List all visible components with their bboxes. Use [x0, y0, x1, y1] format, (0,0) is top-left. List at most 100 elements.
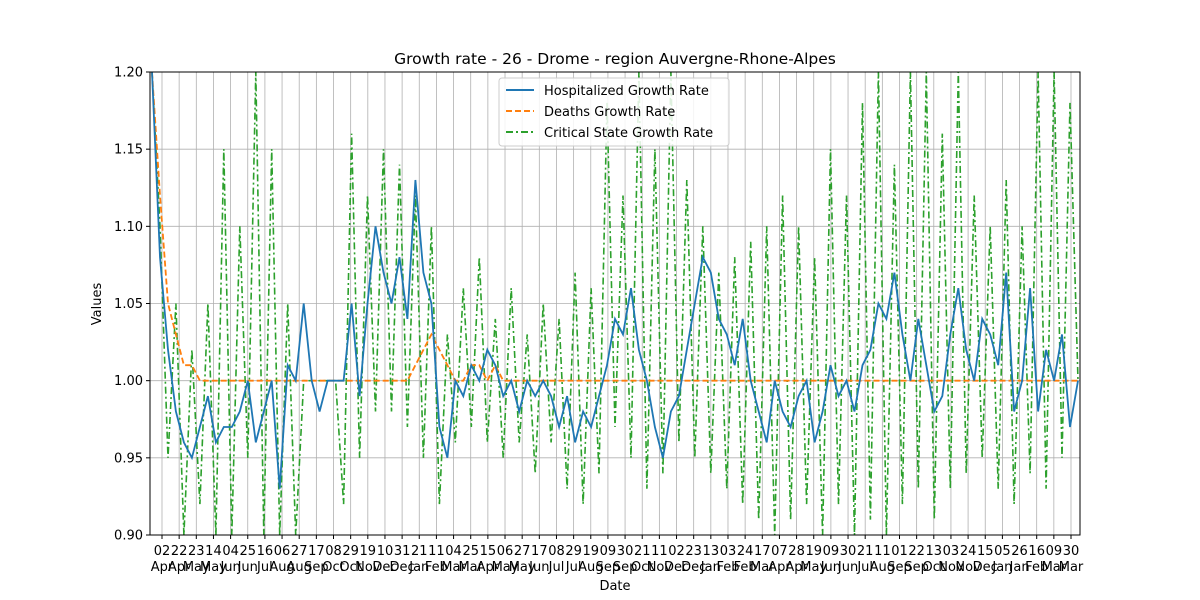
x-tick-month-label: Oct	[631, 560, 653, 575]
legend-label-deaths: Deaths Growth Rate	[544, 105, 675, 120]
x-tick-month-label: Apr	[785, 560, 808, 575]
x-tick-month-label: Jun	[528, 560, 549, 575]
x-tick-month-label: Mar	[458, 560, 483, 575]
x-tick-month-label: Sep	[613, 560, 638, 575]
x-tick-month-label: Apr	[768, 560, 791, 575]
x-tick-month-label: Nov	[355, 560, 381, 575]
x-tick-month-label: Aug	[287, 560, 312, 575]
x-tick-month-label: Jul	[856, 560, 873, 575]
y-tick-label: 1.00	[114, 374, 143, 389]
x-tick-day-label: 28	[788, 544, 805, 559]
x-tick-month-label: Sep	[904, 560, 929, 575]
x-tick-day-label: 21	[634, 544, 651, 559]
x-tick-month-label: Oct	[322, 560, 344, 575]
x-tick-month-label: Nov	[955, 560, 981, 575]
x-tick-month-label: Feb	[734, 560, 757, 575]
critical-state-growth-line	[151, 72, 1079, 535]
x-tick-month-label: Aug	[578, 560, 603, 575]
x-tick-month-label: Aug	[269, 560, 294, 575]
x-tick-month-label: May	[492, 560, 519, 575]
y-axis-title: Values	[90, 283, 105, 326]
x-tick-month-label: Mar	[750, 560, 775, 575]
x-tick-day-label: 29	[342, 544, 359, 559]
legend-label-hospitalized: Hospitalized Growth Rate	[544, 84, 709, 99]
x-tick-month-label: May	[800, 560, 827, 575]
x-tick-month-label: Dec	[664, 560, 689, 575]
x-tick-day-label: 31	[394, 544, 411, 559]
x-tick-day-label: 09	[1046, 544, 1063, 559]
x-tick-month-label: Jan	[991, 560, 1012, 575]
legend-box	[498, 77, 730, 147]
x-tick-day-label: 02	[668, 544, 685, 559]
x-tick-month-label: Apr	[477, 560, 500, 575]
y-tick-label: 1.15	[114, 143, 143, 158]
x-tick-month-label: Jul	[548, 560, 565, 575]
x-tick-day-label: 10	[377, 544, 394, 559]
x-tick-day-label: 23	[188, 544, 205, 559]
x-tick-day-label: 22	[908, 544, 925, 559]
x-tick-month-label: Dec	[390, 560, 415, 575]
x-tick-month-label: Jun	[820, 560, 841, 575]
x-tick-day-label: 19	[360, 544, 377, 559]
legend-label-critical: Critical State Growth Rate	[544, 126, 713, 141]
x-tick-day-label: 04	[222, 544, 239, 559]
x-tick-day-label: 17	[531, 544, 548, 559]
chart-title: Growth rate - 26 - Drome - region Auverg…	[394, 50, 836, 68]
x-tick-day-label: 05	[994, 544, 1011, 559]
x-tick-day-label: 30	[1063, 544, 1080, 559]
x-tick-month-label: Jan	[408, 560, 429, 575]
x-tick-day-label: 02	[154, 544, 171, 559]
x-tick-day-label: 16	[257, 544, 274, 559]
x-tick-day-label: 08	[325, 544, 342, 559]
y-tick-label: 1.20	[114, 66, 143, 81]
x-tick-month-label: Nov	[938, 560, 964, 575]
x-tick-day-label: 11	[428, 544, 445, 559]
x-tick-month-label: Oct	[923, 560, 945, 575]
x-tick-month-label: Apr	[151, 560, 174, 575]
deaths-growth-line	[151, 72, 1078, 383]
series-lines	[151, 72, 1079, 535]
x-tick-day-label: 17	[308, 544, 325, 559]
x-tick-month-label: May	[200, 560, 227, 575]
x-tick-day-label: 29	[565, 544, 582, 559]
x-tick-day-label: 26	[1011, 544, 1028, 559]
y-tick-label: 1.10	[114, 220, 143, 235]
x-tick-day-label: 15	[977, 544, 994, 559]
x-tick-month-label: Feb	[716, 560, 739, 575]
x-tick-day-label: 11	[874, 544, 891, 559]
x-tick-day-label: 11	[651, 544, 668, 559]
y-axis-ticks: 0.90 0.95 1.00 1.05 1.10 1.15 1.20	[114, 66, 150, 544]
x-tick-month-label: May	[183, 560, 210, 575]
x-tick-day-label: 21	[411, 544, 428, 559]
x-tick-month-label: Jul	[565, 560, 582, 575]
x-tick-month-label: Oct	[339, 560, 361, 575]
x-tick-month-label: Feb	[425, 560, 448, 575]
x-tick-month-label: Feb	[1025, 560, 1048, 575]
x-tick-month-label: Jul	[256, 560, 273, 575]
x-tick-day-label: 22	[171, 544, 188, 559]
x-tick-day-label: 23	[685, 544, 702, 559]
x-tick-day-label: 13	[703, 544, 720, 559]
x-tick-day-label: 13	[926, 544, 943, 559]
x-tick-day-label: 27	[291, 544, 308, 559]
y-tick-label: 0.90	[114, 529, 143, 544]
x-tick-day-label: 09	[823, 544, 840, 559]
x-tick-day-label: 15	[480, 544, 497, 559]
x-tick-day-label: 14	[205, 544, 222, 559]
x-tick-day-label: 27	[514, 544, 531, 559]
x-tick-day-label: 25	[462, 544, 479, 559]
x-tick-day-label: 19	[583, 544, 600, 559]
x-tick-day-label: 03	[943, 544, 960, 559]
x-tick-month-label: Sep	[887, 560, 912, 575]
x-tick-month-label: Dec	[372, 560, 397, 575]
x-tick-day-label: 30	[840, 544, 857, 559]
x-tick-month-label: Mar	[1059, 560, 1084, 575]
y-tick-label: 1.05	[114, 297, 143, 312]
x-tick-day-label: 24	[960, 544, 977, 559]
x-tick-day-label: 25	[239, 544, 256, 559]
x-tick-month-label: May	[509, 560, 536, 575]
x-tick-month-label: Aug	[870, 560, 895, 575]
x-tick-day-label: 06	[274, 544, 291, 559]
x-tick-month-label: Jan	[1009, 560, 1030, 575]
